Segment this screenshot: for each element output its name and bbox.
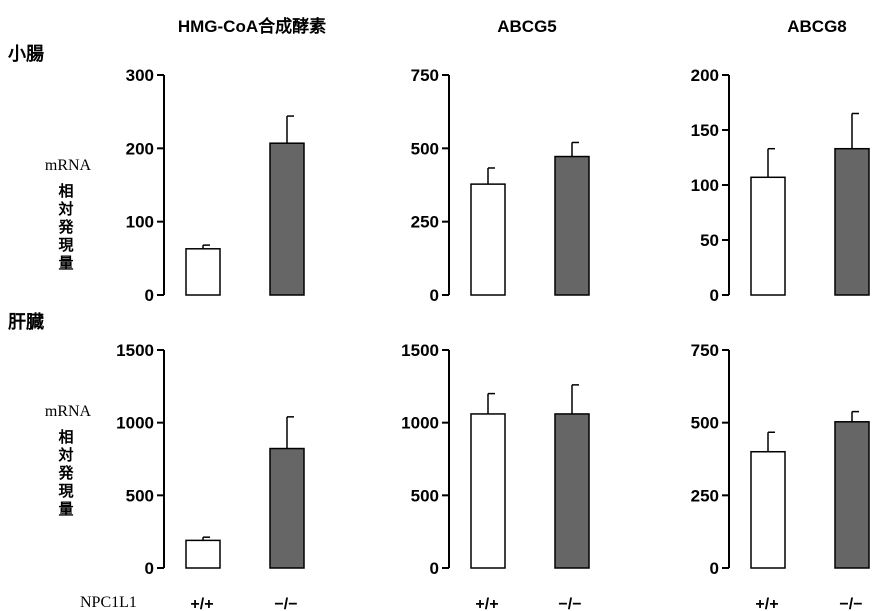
genotype-label-wt-1: +/+: [190, 596, 213, 611]
bar-knockout: [269, 447, 305, 569]
y-tick-label: 300: [126, 66, 154, 85]
y-tick-label: 1000: [116, 414, 154, 433]
ylabel-char: 現: [58, 483, 73, 500]
y-tick-label: 150: [691, 121, 719, 140]
ylabel-chars-row2: 相 対 発 現 量: [57, 428, 74, 518]
y-tick-label: 500: [691, 414, 719, 433]
ylabel-char: 相: [58, 428, 73, 446]
panel-hmgcoa-small-intestine: 0 100 200 300: [126, 66, 305, 305]
y-tick-label: 0: [710, 559, 719, 578]
genotype-label-ko-3: −/−: [839, 596, 862, 611]
panel-title-abcg5: ABCG5: [497, 17, 557, 36]
bar-knockout: [834, 421, 870, 569]
row-label-small-intestine: 小腸: [8, 44, 44, 64]
y-tick-label: 200: [126, 139, 154, 158]
bar-wild-type: [470, 183, 506, 296]
y-tick-label: 750: [691, 341, 719, 360]
y-tick-label: 500: [126, 486, 154, 505]
y-tick-label: 250: [411, 213, 439, 232]
bar-knockout: [269, 142, 305, 296]
bar-knockout: [554, 413, 590, 569]
bar-wild-type: [750, 450, 786, 569]
panel-title-abcg8: ABCG8: [787, 17, 847, 36]
panel-hmgcoa-liver: 0 500 1000 1500: [116, 341, 305, 578]
ylabel-char: 発: [57, 218, 74, 236]
y-tick-label: 1500: [116, 341, 154, 360]
ylabel-char: 現: [58, 237, 73, 254]
y-tick-label: 1000: [401, 414, 439, 433]
bar-wild-type: [470, 413, 506, 569]
ylabel-mrna-row1: mRNA: [45, 157, 92, 174]
genotype-label-ko-2: −/−: [558, 596, 581, 611]
y-tick-label: 0: [710, 286, 719, 305]
ylabel-char: 発: [57, 464, 74, 482]
genotype-label-ko-1: −/−: [274, 596, 297, 611]
ylabel-char: 量: [58, 255, 73, 272]
panel-abcg5-liver: 0 500 1000 1500: [401, 341, 590, 578]
row-label-liver: 肝臓: [8, 312, 44, 332]
panel-abcg8-small-intestine: 0 50 100 150 200: [691, 66, 870, 305]
bar-wild-type: [185, 539, 221, 569]
y-tick-label: 500: [411, 486, 439, 505]
genotype-axis-label: NPC1L1: [80, 594, 137, 611]
panel-abcg8-liver: 0 250 500 750: [691, 341, 870, 578]
panel-abcg5-small-intestine: 0 250 500 750: [411, 66, 590, 305]
ylabel-chars-row1: 相 対 発 現 量: [57, 182, 74, 272]
y-tick-label: 750: [411, 66, 439, 85]
bar-knockout: [834, 147, 870, 296]
ylabel-char: 対: [57, 200, 73, 218]
ylabel-char: 量: [58, 501, 73, 518]
bar-wild-type: [185, 248, 221, 296]
ylabel-mrna-row2: mRNA: [45, 403, 92, 420]
y-tick-label: 100: [126, 213, 154, 232]
y-tick-label: 0: [145, 286, 154, 305]
bar-wild-type: [750, 176, 786, 296]
panel-title-hmgcoa: HMG-CoA合成酵素: [178, 16, 326, 36]
y-tick-label: 0: [430, 559, 439, 578]
y-tick-label: 0: [145, 559, 154, 578]
ylabel-char: 相: [58, 182, 73, 200]
genotype-label-wt-2: +/+: [475, 596, 498, 611]
y-tick-label: 250: [691, 486, 719, 505]
genotype-label-wt-3: +/+: [755, 596, 778, 611]
bar-knockout: [554, 155, 590, 296]
y-tick-label: 200: [691, 66, 719, 85]
y-tick-label: 50: [700, 231, 719, 250]
y-tick-label: 0: [430, 286, 439, 305]
y-tick-label: 100: [691, 176, 719, 195]
y-tick-label: 1500: [401, 341, 439, 360]
ylabel-char: 対: [57, 446, 73, 464]
y-tick-label: 500: [411, 139, 439, 158]
